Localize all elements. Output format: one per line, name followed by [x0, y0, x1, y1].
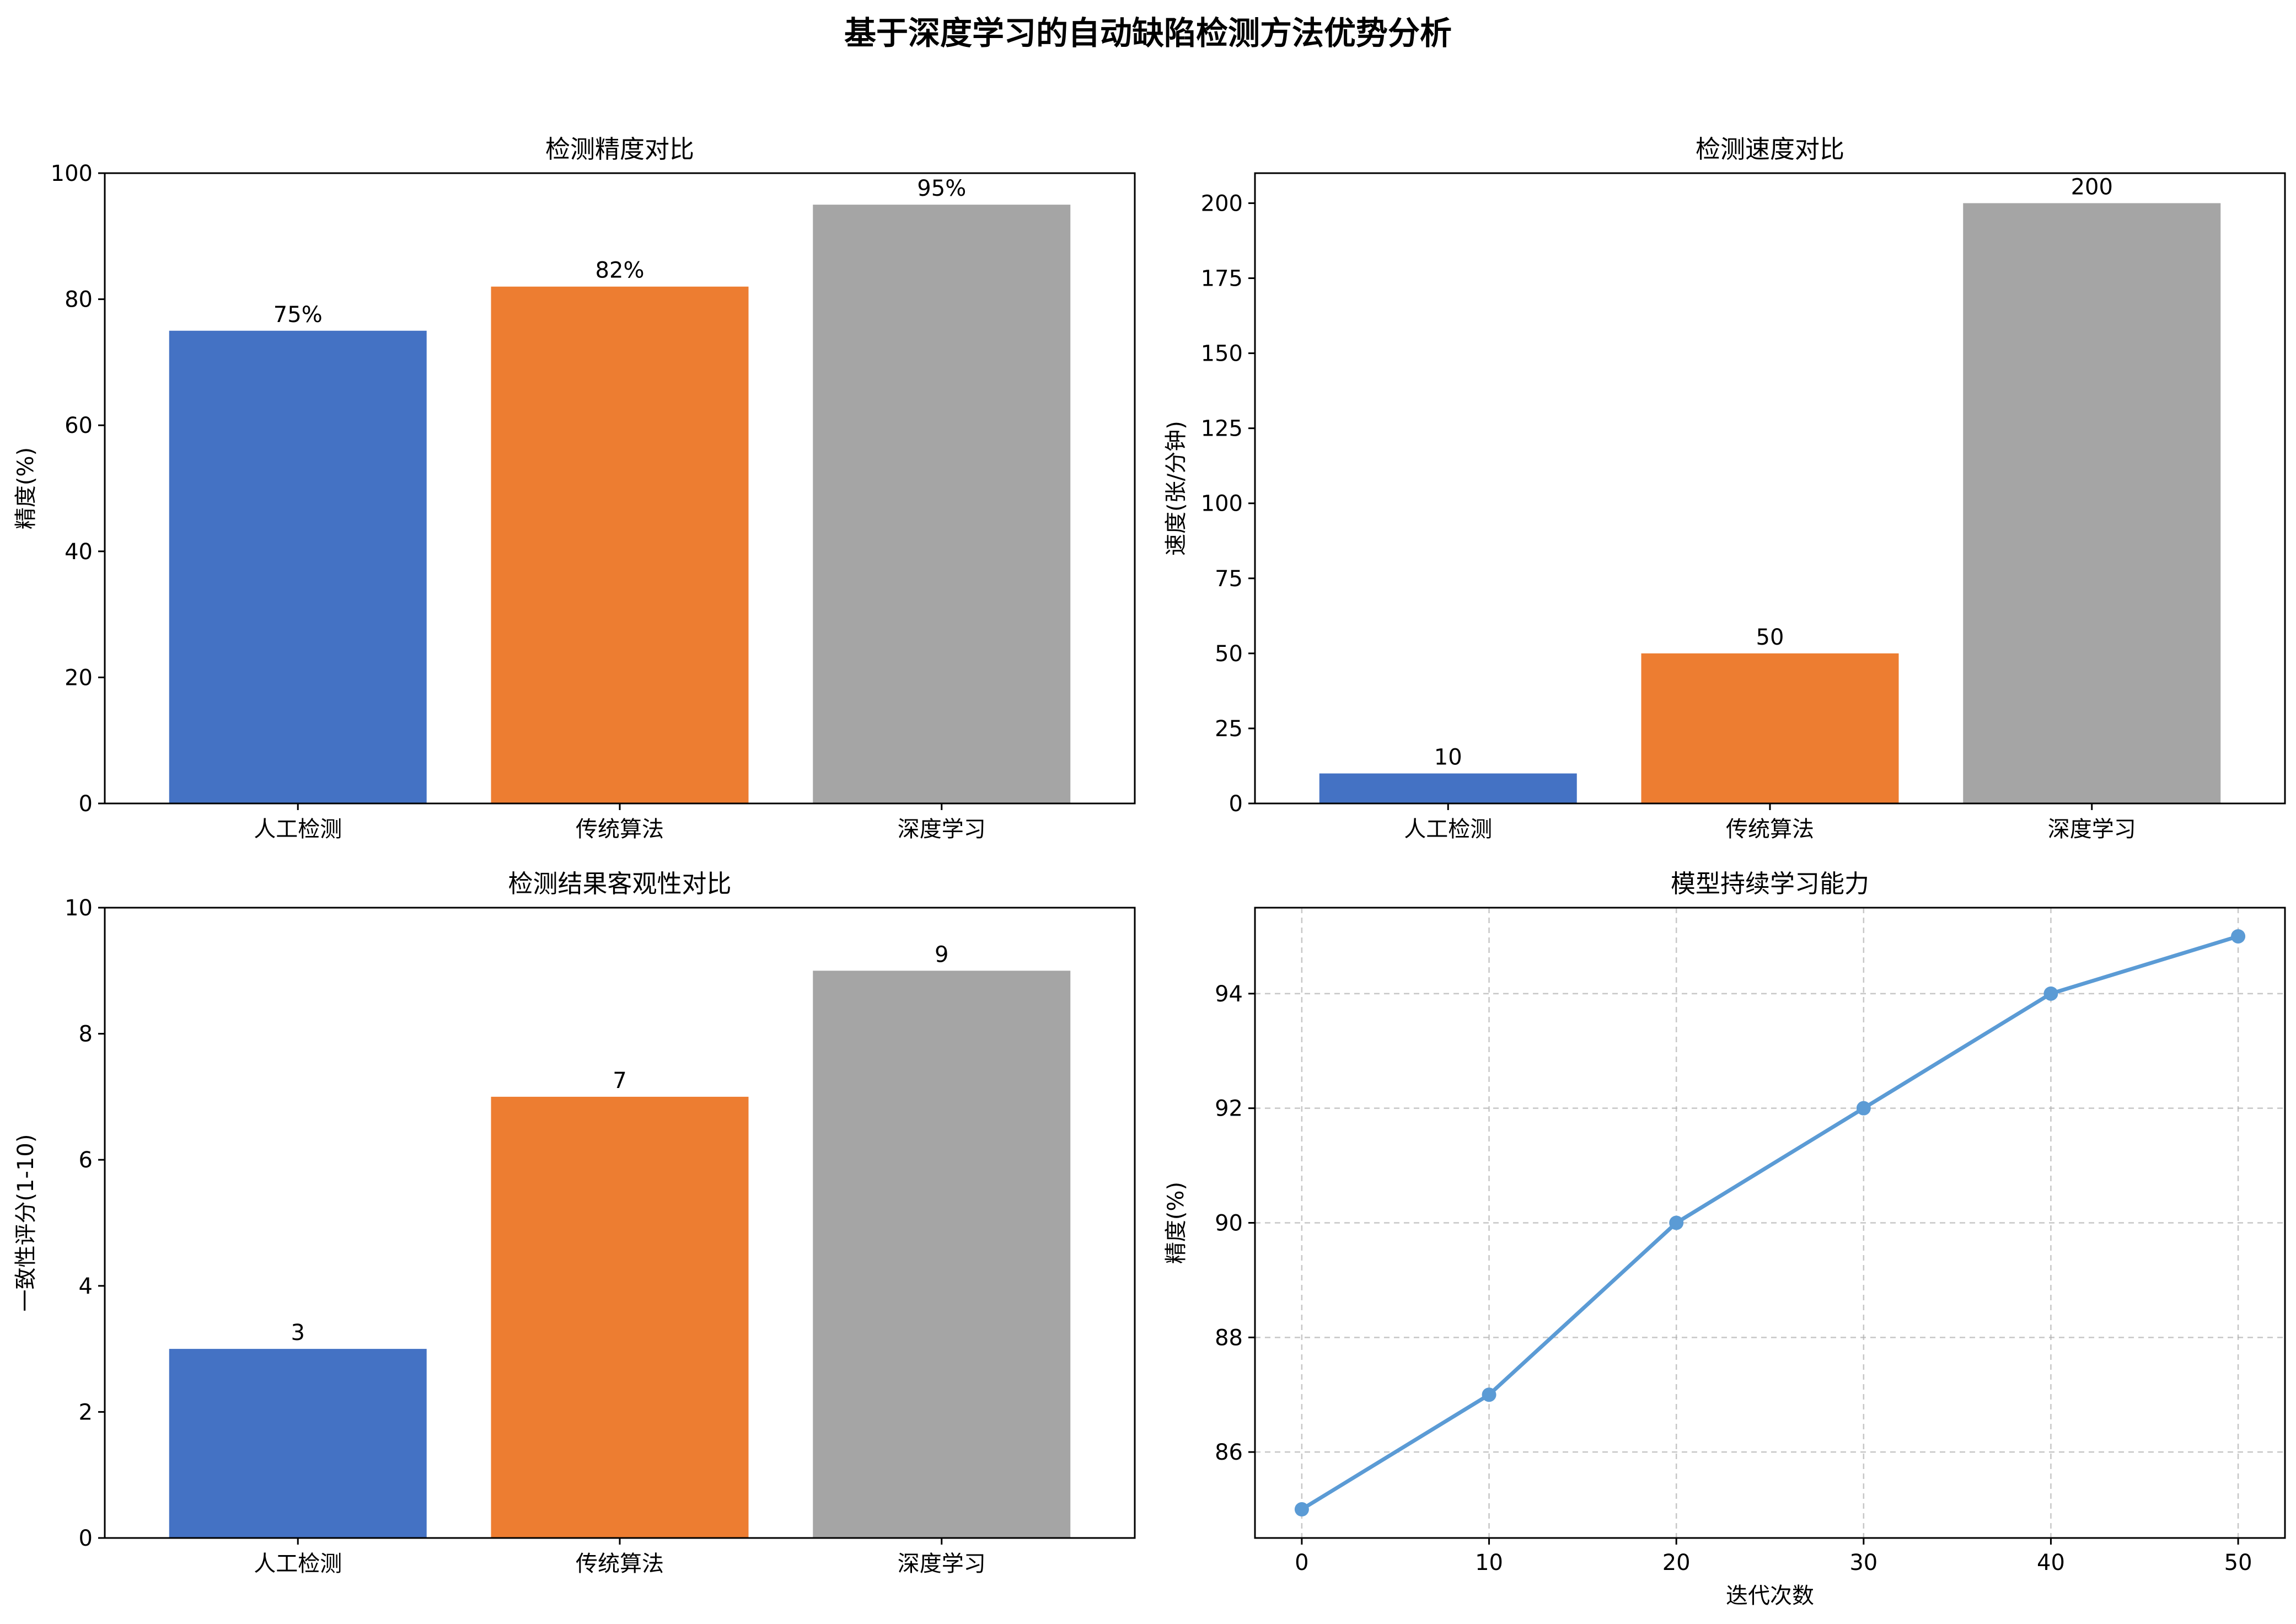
y-tick-label: 6 [79, 1148, 93, 1173]
y-tick-label: 10 [65, 896, 93, 921]
bar-data-label: 95% [917, 176, 966, 201]
x-tick-label: 深度学习 [2048, 817, 2136, 842]
y-tick-label: 88 [1215, 1325, 1243, 1350]
y-tick-label: 60 [65, 413, 93, 438]
x-tick-label: 0 [1295, 1550, 1308, 1575]
data-point [1856, 1101, 1871, 1116]
x-tick-label: 30 [1849, 1550, 1877, 1575]
axes-frame [1254, 172, 2286, 805]
bar-data-label: 7 [613, 1068, 626, 1094]
chart-panel-4: 模型持续学习能力 0 10 20 30 40 50 86 88 90 92 94 精度(%) 迭代次数 [1163, 869, 2286, 1609]
bar-data-label: 10 [1434, 745, 1462, 770]
y-tick-label: 125 [1201, 416, 1243, 442]
data-point [2231, 929, 2246, 944]
x-tick-label: 10 [1475, 1550, 1503, 1575]
bar-data-label: 200 [2071, 174, 2113, 200]
y-tick-label: 90 [1215, 1211, 1243, 1236]
bar-data-label: 50 [1756, 625, 1784, 650]
y-tick-label: 4 [79, 1274, 93, 1299]
y-tick-label: 175 [1201, 266, 1243, 292]
bar [491, 286, 749, 803]
x-tick-label: 人工检测 [254, 817, 342, 842]
bar [169, 330, 427, 803]
y-tick-label: 200 [1201, 191, 1243, 216]
chart-panel-2: 检测速度对比 10 人工检测 50 传统算法 200 深度学习 0 25 50 75 100 125 15… [1163, 135, 2286, 842]
bar-data-label: 3 [291, 1320, 305, 1346]
bar [1319, 773, 1577, 803]
axes-frame [104, 172, 1136, 805]
y-tick-label: 100 [1201, 491, 1243, 517]
y-tick-label: 40 [65, 539, 93, 565]
x-tick-label: 深度学习 [898, 1551, 986, 1577]
y-axis-label: 速度(张/分钟) [1163, 421, 1189, 556]
y-tick-label: 92 [1215, 1096, 1243, 1122]
bar [1963, 203, 2221, 803]
y-tick-label: 8 [79, 1022, 93, 1047]
bar-data-label: 9 [935, 942, 948, 967]
data-point [1294, 1502, 1309, 1517]
y-tick-label: 50 [1215, 641, 1243, 667]
axes-frame [104, 907, 1136, 1539]
y-tick-label: 150 [1201, 341, 1243, 367]
bar [1641, 653, 1899, 803]
y-tick-label: 86 [1215, 1440, 1243, 1465]
bar [169, 1349, 427, 1538]
y-tick-label: 0 [79, 1526, 93, 1551]
bar [491, 1096, 749, 1538]
chart-title: 检测结果客观性对比 [508, 869, 731, 898]
y-axis-label: 精度(%) [13, 447, 39, 529]
x-tick-label: 传统算法 [576, 817, 664, 842]
data-point [1482, 1387, 1496, 1402]
y-tick-label: 25 [1215, 716, 1243, 742]
y-tick-label: 20 [65, 665, 93, 690]
chart-panel-3: 检测结果客观性对比 3 人工检测 7 传统算法 9 深度学习 0 2 4 6 8 10 一致性评分(1-1… [13, 869, 1136, 1577]
y-tick-label: 0 [1229, 791, 1243, 817]
x-axis-label: 迭代次数 [1726, 1583, 1814, 1609]
y-axis-label: 精度(%) [1163, 1182, 1189, 1264]
x-tick-label: 50 [2224, 1550, 2252, 1575]
chart-title: 检测精度对比 [545, 135, 694, 164]
x-tick-label: 人工检测 [1404, 817, 1492, 842]
bar-data-label: 75% [273, 302, 323, 328]
y-tick-label: 0 [79, 791, 93, 817]
data-point [1669, 1215, 1684, 1230]
x-tick-label: 传统算法 [1726, 817, 1814, 842]
chart-panel-1: 检测精度对比 75% 人工检测 82% 传统算法 95% 深度学习 0 20 40 60 80 100 精… [13, 135, 1136, 842]
chart-title: 检测速度对比 [1696, 135, 1844, 164]
y-tick-label: 75 [1215, 566, 1243, 592]
y-tick-label: 80 [65, 287, 93, 313]
x-tick-label: 人工检测 [254, 1551, 342, 1577]
y-tick-label: 2 [79, 1400, 93, 1425]
x-tick-label: 深度学习 [898, 817, 986, 842]
x-tick-label: 20 [1662, 1550, 1691, 1575]
bar-data-label: 82% [596, 258, 645, 283]
x-tick-label: 40 [2037, 1550, 2065, 1575]
figure-title: 基于深度学习的自动缺陷检测方法优势分析 [844, 14, 1452, 52]
y-axis-label: 一致性评分(1-10) [13, 1134, 39, 1312]
series-line [1300, 934, 2240, 1512]
bar [813, 971, 1071, 1538]
x-tick-label: 传统算法 [576, 1551, 664, 1577]
chart-title: 模型持续学习能力 [1671, 869, 1869, 898]
y-tick-label: 94 [1215, 982, 1243, 1007]
y-tick-label: 100 [51, 161, 93, 186]
bar [813, 205, 1071, 803]
data-point [2043, 986, 2058, 1001]
axes-frame [1254, 907, 2286, 1539]
